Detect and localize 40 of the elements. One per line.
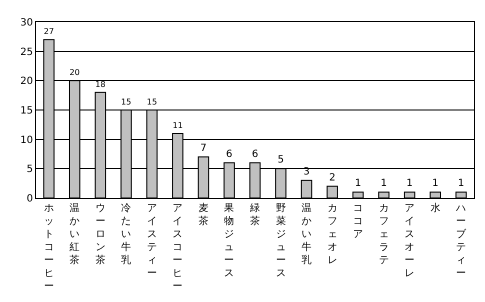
y-tick-label: 0 [26,194,33,204]
x-tick-label: ホットコーヒー [44,203,54,292]
x-tick-label: ウーロン茶 [95,203,106,266]
data-label: 5 [278,154,284,166]
x-tick-label: 野菜ジュース [276,203,286,279]
x-tick-label: 水 [430,202,440,214]
data-label: 20 [70,67,80,78]
data-label: 1 [458,178,464,190]
y-tick-label: 25 [20,46,33,58]
x-tick-label: 温かい牛乳 [302,202,312,266]
x-tick-label: カフェラテ [378,203,389,266]
data-label: 11 [172,120,183,130]
data-label: 18 [95,78,106,89]
data-label: 27 [44,26,54,36]
data-label: 2 [329,172,336,184]
x-tick-label: アイスティー [146,203,157,279]
data-label: 6 [252,148,258,160]
x-tick-label: アイスコーヒー [172,203,183,292]
x-tick-label: 冷たい牛乳 [121,202,132,266]
y-tick-label: 5 [26,164,33,176]
data-label: 1 [354,178,362,190]
x-tick-label: 温かい紅茶 [70,202,80,266]
x-tick-label: 緑茶 [249,203,260,227]
x-tick-label: 麦茶 [198,202,208,227]
data-label: 7 [200,142,207,154]
y-tick-label: 15 [20,106,33,116]
data-label: 6 [226,148,232,160]
x-tick-label: カフェオレ [327,203,338,266]
x-tick-label: アイスオーレ [404,203,415,279]
data-label: 1 [406,178,413,190]
x-tick-label: ココア [353,203,364,240]
data-label: 1 [432,178,439,190]
y-tick-label: 30 [20,18,33,28]
x-tick-label: 果物ジュース [224,203,234,279]
data-label: 15 [121,96,132,107]
data-label: 15 [146,96,158,107]
y-tick-label: 10 [20,134,33,146]
data-label: 1 [380,178,388,190]
y-tick-label: 20 [20,76,33,88]
x-tick-label: ハーブティー [455,203,468,279]
